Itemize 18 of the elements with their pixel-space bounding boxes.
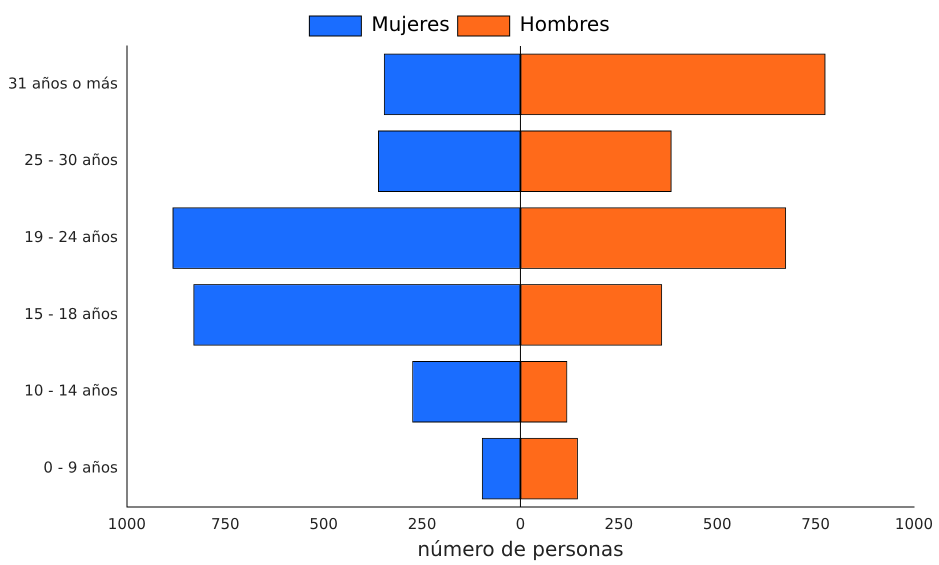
x-tick-label: 1000	[108, 514, 146, 533]
y-tick-label: 0 - 9 años	[43, 458, 118, 476]
x-tick-label: 0	[516, 514, 526, 533]
legend-label: Hombres	[520, 12, 610, 36]
legend-label: Mujeres	[371, 12, 450, 36]
y-tick-label: 25 - 30 años	[24, 151, 118, 170]
y-tick-label: 15 - 18 años	[24, 304, 118, 323]
x-tick-label: 750	[210, 514, 240, 533]
y-tick-label: 19 - 24 años	[24, 228, 118, 246]
x-tick-label: 250	[604, 514, 634, 533]
y-tick-label: 31 años o más	[8, 74, 118, 92]
x-tick-label: 250	[408, 514, 436, 533]
x-axis-title: número de personas	[417, 537, 624, 562]
x-tick-label: 750	[801, 514, 830, 533]
x-tick-label: 1000	[894, 514, 934, 533]
x-tick-label: 500	[702, 514, 732, 533]
x-tick-label: 500	[309, 514, 338, 533]
y-tick-label: 10 - 14 años	[24, 382, 118, 400]
